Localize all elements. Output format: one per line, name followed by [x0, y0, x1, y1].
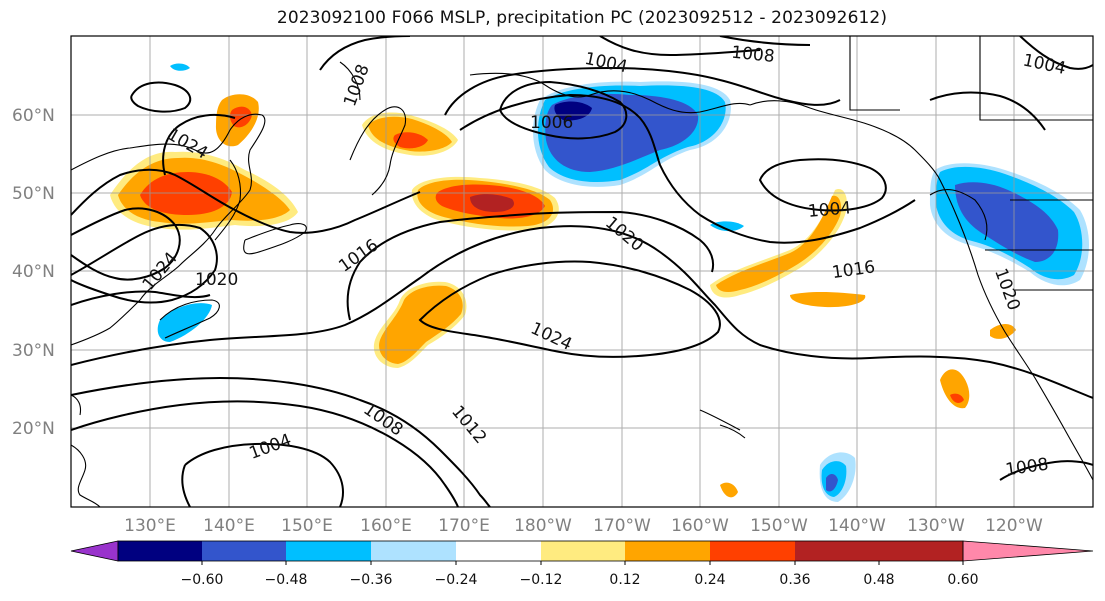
lon-label: 140°W — [828, 516, 886, 536]
lat-label: 30°N — [12, 341, 55, 361]
isobar-label: 1004 — [807, 198, 852, 222]
precip-region — [470, 194, 515, 212]
isobar-label: 1020 — [195, 270, 238, 290]
colorbar-bin — [118, 541, 202, 561]
precip-region — [554, 101, 592, 121]
colorbar-tick-label: 0.12 — [609, 572, 640, 588]
precipitation-shading — [110, 63, 1089, 502]
lon-label: 120°W — [985, 516, 1043, 536]
longitude-labels: 130°E 140°E 150°E 160°E 170°E 180°W 170°… — [124, 516, 1043, 536]
precip-region — [379, 285, 463, 364]
colorbar-bin — [456, 541, 541, 561]
lat-label: 40°N — [12, 262, 55, 282]
lon-label: 150°W — [750, 516, 808, 536]
map-frame — [70, 35, 1094, 508]
colorbar-bin — [879, 541, 963, 561]
colorbar-tick-label: −0.48 — [265, 572, 308, 588]
colorbar-bin — [541, 541, 625, 561]
precip-region — [826, 474, 838, 492]
figure-title: 2023092100 F066 MSLP, precipitation PC (… — [276, 8, 888, 28]
precip-region — [229, 106, 252, 128]
colorbar-tick-label: −0.60 — [181, 572, 224, 588]
colorbar-tick-label: 0.24 — [694, 572, 725, 588]
precip-region — [157, 303, 212, 342]
lon-label: 160°E — [360, 516, 412, 536]
colorbar-ticks — [201, 561, 964, 565]
colorbar-tick-label: −0.12 — [520, 572, 563, 588]
lon-label: 170°W — [593, 516, 651, 536]
gridlines — [71, 36, 1093, 507]
colorbar-bin — [795, 541, 879, 561]
colorbar-extend-low — [70, 540, 119, 562]
lon-label: 130°E — [124, 516, 176, 536]
lon-label: 140°E — [203, 516, 255, 536]
precip-region — [950, 393, 964, 403]
colorbar-tick-label: −0.24 — [435, 572, 478, 588]
colorbar-bin — [202, 541, 286, 561]
lon-label: 170°E — [438, 516, 490, 536]
lon-label: 180°W — [514, 516, 572, 536]
colorbar-extend-high — [962, 540, 1094, 562]
lon-label: 150°E — [281, 516, 333, 536]
colorbar-tick-label: −0.36 — [350, 572, 393, 588]
colorbar-tick-label: 0.48 — [863, 572, 894, 588]
colorbar: −0.60 −0.48 −0.36 −0.24 −0.12 0.12 0.24 … — [70, 540, 1094, 588]
colorbar-tick-label: 0.36 — [779, 572, 810, 588]
lat-label: 20°N — [12, 419, 55, 439]
latitude-labels: 60°N 50°N 40°N 30°N 20°N — [12, 106, 55, 439]
isobar-label: 1008 — [730, 43, 775, 67]
lat-label: 60°N — [12, 106, 55, 126]
precip-region — [393, 132, 428, 149]
precip-region — [720, 482, 738, 498]
isobars — [71, 36, 1093, 507]
precip-region — [170, 63, 190, 71]
precip-region — [710, 189, 847, 298]
colorbar-bin — [625, 541, 710, 561]
colorbar-bin — [286, 541, 371, 561]
precip-region — [790, 291, 866, 308]
colorbar-bin — [371, 541, 456, 561]
lon-label: 130°W — [907, 516, 965, 536]
isobar-label: 1006 — [530, 113, 573, 133]
precip-region — [990, 324, 1016, 339]
colorbar-bin — [710, 541, 795, 561]
colorbar-tick-label: 0.60 — [947, 572, 978, 588]
lat-label: 50°N — [12, 184, 55, 204]
lon-label: 160°W — [671, 516, 729, 536]
precip-region — [955, 182, 1059, 262]
precip-region — [710, 221, 744, 232]
